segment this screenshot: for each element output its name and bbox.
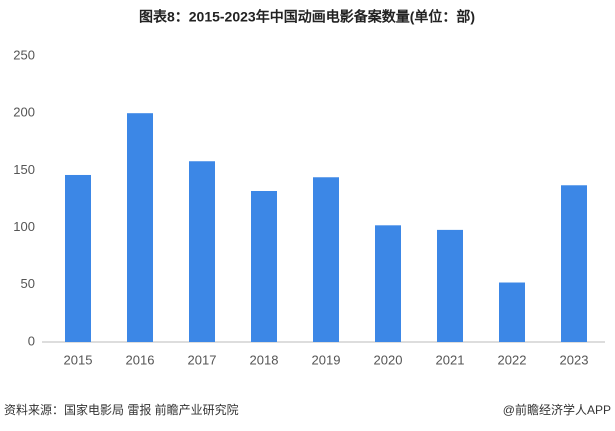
bar [189, 161, 215, 342]
x-tick-label: 2018 [250, 352, 279, 367]
bar [437, 229, 463, 342]
x-tick-label: 2023 [560, 352, 589, 367]
x-tick-label: 2019 [312, 352, 341, 367]
bar [65, 174, 91, 342]
y-tick-label: 0 [28, 333, 35, 348]
bar [251, 190, 277, 342]
x-tick-label: 2020 [374, 352, 403, 367]
bar [375, 225, 401, 342]
y-tick-label: 150 [13, 162, 35, 177]
y-tick-label: 200 [13, 105, 35, 120]
x-tick-label: 2015 [64, 352, 93, 367]
x-tick-label: 2021 [436, 352, 465, 367]
bar [313, 177, 339, 342]
chart-title: 图表8：2015-2023年中国动画电影备案数量(单位：部) [139, 9, 475, 25]
source: 资料来源：国家电影局 雷报 前瞻产业研究院 [4, 402, 239, 417]
x-tick-label: 2017 [188, 352, 217, 367]
bar [561, 185, 587, 342]
bar [127, 113, 153, 342]
x-tick-label: 2016 [126, 352, 155, 367]
y-tick-label: 50 [21, 276, 35, 291]
bar [499, 282, 525, 342]
credit: @前瞻经济学人APP [503, 402, 611, 417]
x-tick-label: 2022 [498, 352, 527, 367]
y-tick-label: 250 [13, 47, 35, 62]
y-tick-label: 100 [13, 219, 35, 234]
